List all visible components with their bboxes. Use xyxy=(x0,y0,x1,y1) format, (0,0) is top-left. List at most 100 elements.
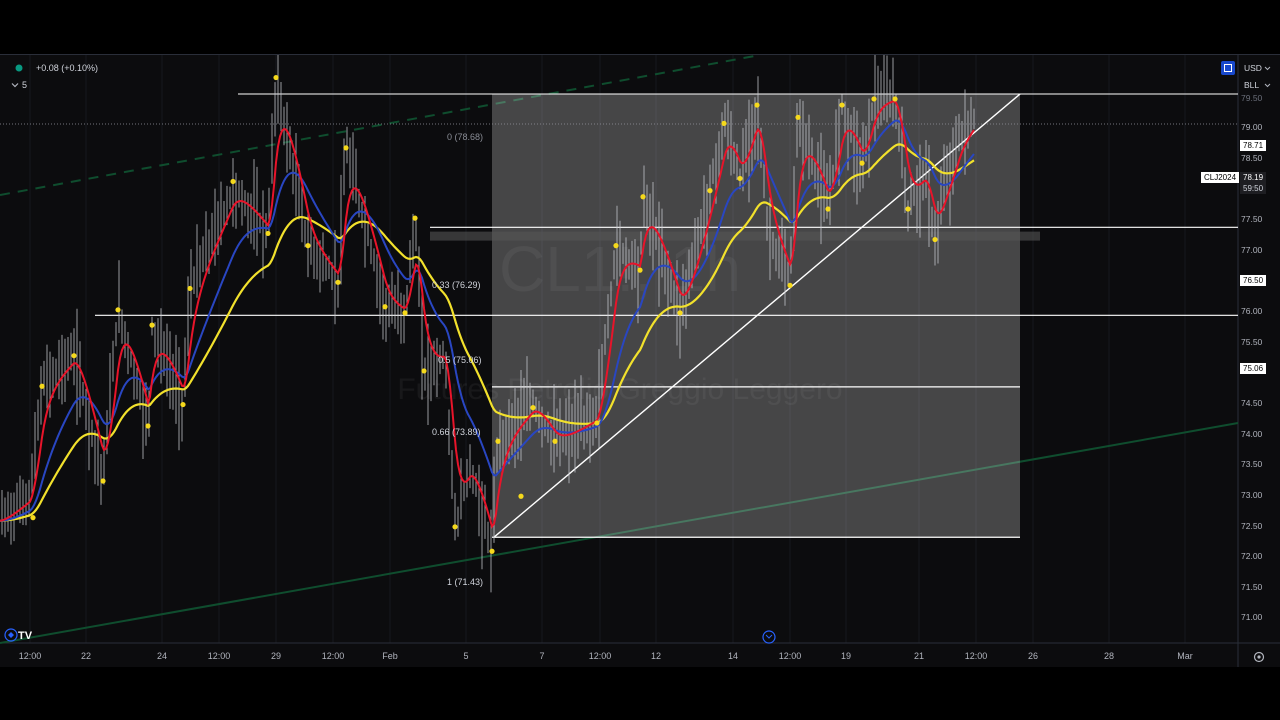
time-label: 19 xyxy=(840,651,852,661)
tradingview-logo-icon[interactable]: TV xyxy=(4,627,34,643)
ema-mid-line xyxy=(0,119,975,522)
fib-top-price-badge: 78.71 xyxy=(1240,140,1267,151)
pivot-point xyxy=(787,282,793,288)
pivot-point xyxy=(421,368,427,374)
price-label: 74.00 xyxy=(1241,429,1263,439)
price-label: 77.50 xyxy=(1241,214,1263,224)
pivot-point xyxy=(892,96,898,102)
price-label: 75.50 xyxy=(1241,337,1263,347)
pivot-point xyxy=(100,478,106,484)
chevron-down-icon xyxy=(1263,64,1271,72)
watermark-description: Futures Petrolio Greggio Leggero xyxy=(397,373,842,406)
time-label: 12:00 xyxy=(321,651,345,661)
fib-level-label: 0.33 (76.29) xyxy=(432,280,481,290)
channel-lower-line xyxy=(0,422,1239,644)
pivot-point xyxy=(495,438,501,444)
status-dot-icon xyxy=(14,63,24,73)
pivot-point xyxy=(71,353,77,359)
time-label: 26 xyxy=(1027,651,1039,661)
pivot-point xyxy=(825,206,831,212)
pivot-point xyxy=(412,215,418,221)
pivot-point xyxy=(149,322,155,328)
jump-to-realtime-icon[interactable] xyxy=(762,630,776,644)
pivot-point xyxy=(305,243,311,249)
time-label: 24 xyxy=(156,651,168,661)
indicator-count[interactable]: 5 xyxy=(22,80,28,90)
pivot-point xyxy=(230,178,236,185)
settings-icon[interactable] xyxy=(1252,650,1266,664)
time-label: Feb xyxy=(382,651,398,661)
ema-fast-line xyxy=(0,99,975,529)
time-label: 12:00 xyxy=(964,651,988,661)
pivot-point xyxy=(721,120,727,126)
ema-slow-line xyxy=(0,143,975,522)
level-price-badge: 75.06 xyxy=(1240,363,1267,374)
price-label-partial: 79.50 xyxy=(1241,93,1263,103)
price-label: 78.50 xyxy=(1241,153,1263,163)
pivot-point xyxy=(187,285,193,292)
pivot-point xyxy=(677,310,683,316)
last-price-badge: 78.19 xyxy=(1240,172,1267,183)
chevron-down-icon[interactable] xyxy=(10,80,20,90)
price-label: 79.00 xyxy=(1241,122,1263,132)
pivot-point xyxy=(530,405,536,411)
price-label: 73.50 xyxy=(1241,459,1263,469)
pivot-point xyxy=(613,243,619,249)
fib-level-label: 0.66 (73.89) xyxy=(432,427,481,437)
price-label: 72.50 xyxy=(1241,521,1263,531)
currency-selector[interactable]: USD xyxy=(1244,63,1262,73)
pivot-point xyxy=(265,230,271,237)
time-label: 12:00 xyxy=(778,651,802,661)
pivot-point xyxy=(839,102,845,108)
fib-level-label: 1 (71.43) xyxy=(447,577,484,587)
pivot-point xyxy=(707,188,713,194)
pivot-point xyxy=(452,524,458,530)
time-label: 29 xyxy=(270,651,282,661)
pivot-point xyxy=(382,304,388,310)
countdown-badge: 59:50 xyxy=(1240,183,1267,194)
price-label: 76.00 xyxy=(1241,306,1263,316)
pivot-point xyxy=(115,307,121,313)
price-label: 72.00 xyxy=(1241,551,1263,561)
price-label: 77.00 xyxy=(1241,245,1263,255)
trend-line xyxy=(493,93,1021,538)
time-label: 14 xyxy=(727,651,739,661)
price-label: 71.00 xyxy=(1241,612,1263,622)
time-label: 5 xyxy=(463,651,469,661)
time-label: 7 xyxy=(539,651,545,661)
pivot-point xyxy=(594,420,600,426)
unit-selector[interactable]: BLL xyxy=(1244,80,1260,90)
time-label: 12:00 xyxy=(588,651,612,661)
pivot-point xyxy=(640,194,646,200)
pivot-point xyxy=(180,401,186,408)
pivot-point xyxy=(39,383,45,389)
time-label: 21 xyxy=(913,651,925,661)
time-label: 28 xyxy=(1103,651,1115,661)
pivot-point xyxy=(402,310,408,316)
time-label: 12:00 xyxy=(207,651,231,661)
pivot-point xyxy=(795,114,801,120)
pivot-point xyxy=(335,279,341,285)
pivot-point xyxy=(637,267,643,273)
pivot-point xyxy=(932,236,938,243)
svg-text:TV: TV xyxy=(18,630,33,642)
screenshot-icon[interactable] xyxy=(1221,61,1235,75)
pivot-point xyxy=(859,160,865,166)
time-label: 22 xyxy=(80,651,92,661)
channel-upper-line xyxy=(0,55,761,196)
time-label: 12 xyxy=(650,651,662,661)
pivot-point xyxy=(905,206,911,212)
pivot-point xyxy=(871,96,877,102)
level-price-badge: 76.50 xyxy=(1240,275,1267,286)
price-label: 71.50 xyxy=(1241,582,1263,592)
chart-frame: CL1!, 1h Futures Petrolio Greggio Leggero… xyxy=(0,54,1280,667)
pivot-point xyxy=(145,423,151,429)
chevron-down-icon xyxy=(1263,81,1271,89)
pivot-point xyxy=(489,548,495,554)
pivot-point xyxy=(754,102,760,108)
pivot-point xyxy=(518,493,524,499)
fib-level-label: 0 (78.68) xyxy=(447,132,484,142)
pivot-point xyxy=(273,74,279,81)
price-change: +0.08 (+0.10%) xyxy=(36,63,99,73)
